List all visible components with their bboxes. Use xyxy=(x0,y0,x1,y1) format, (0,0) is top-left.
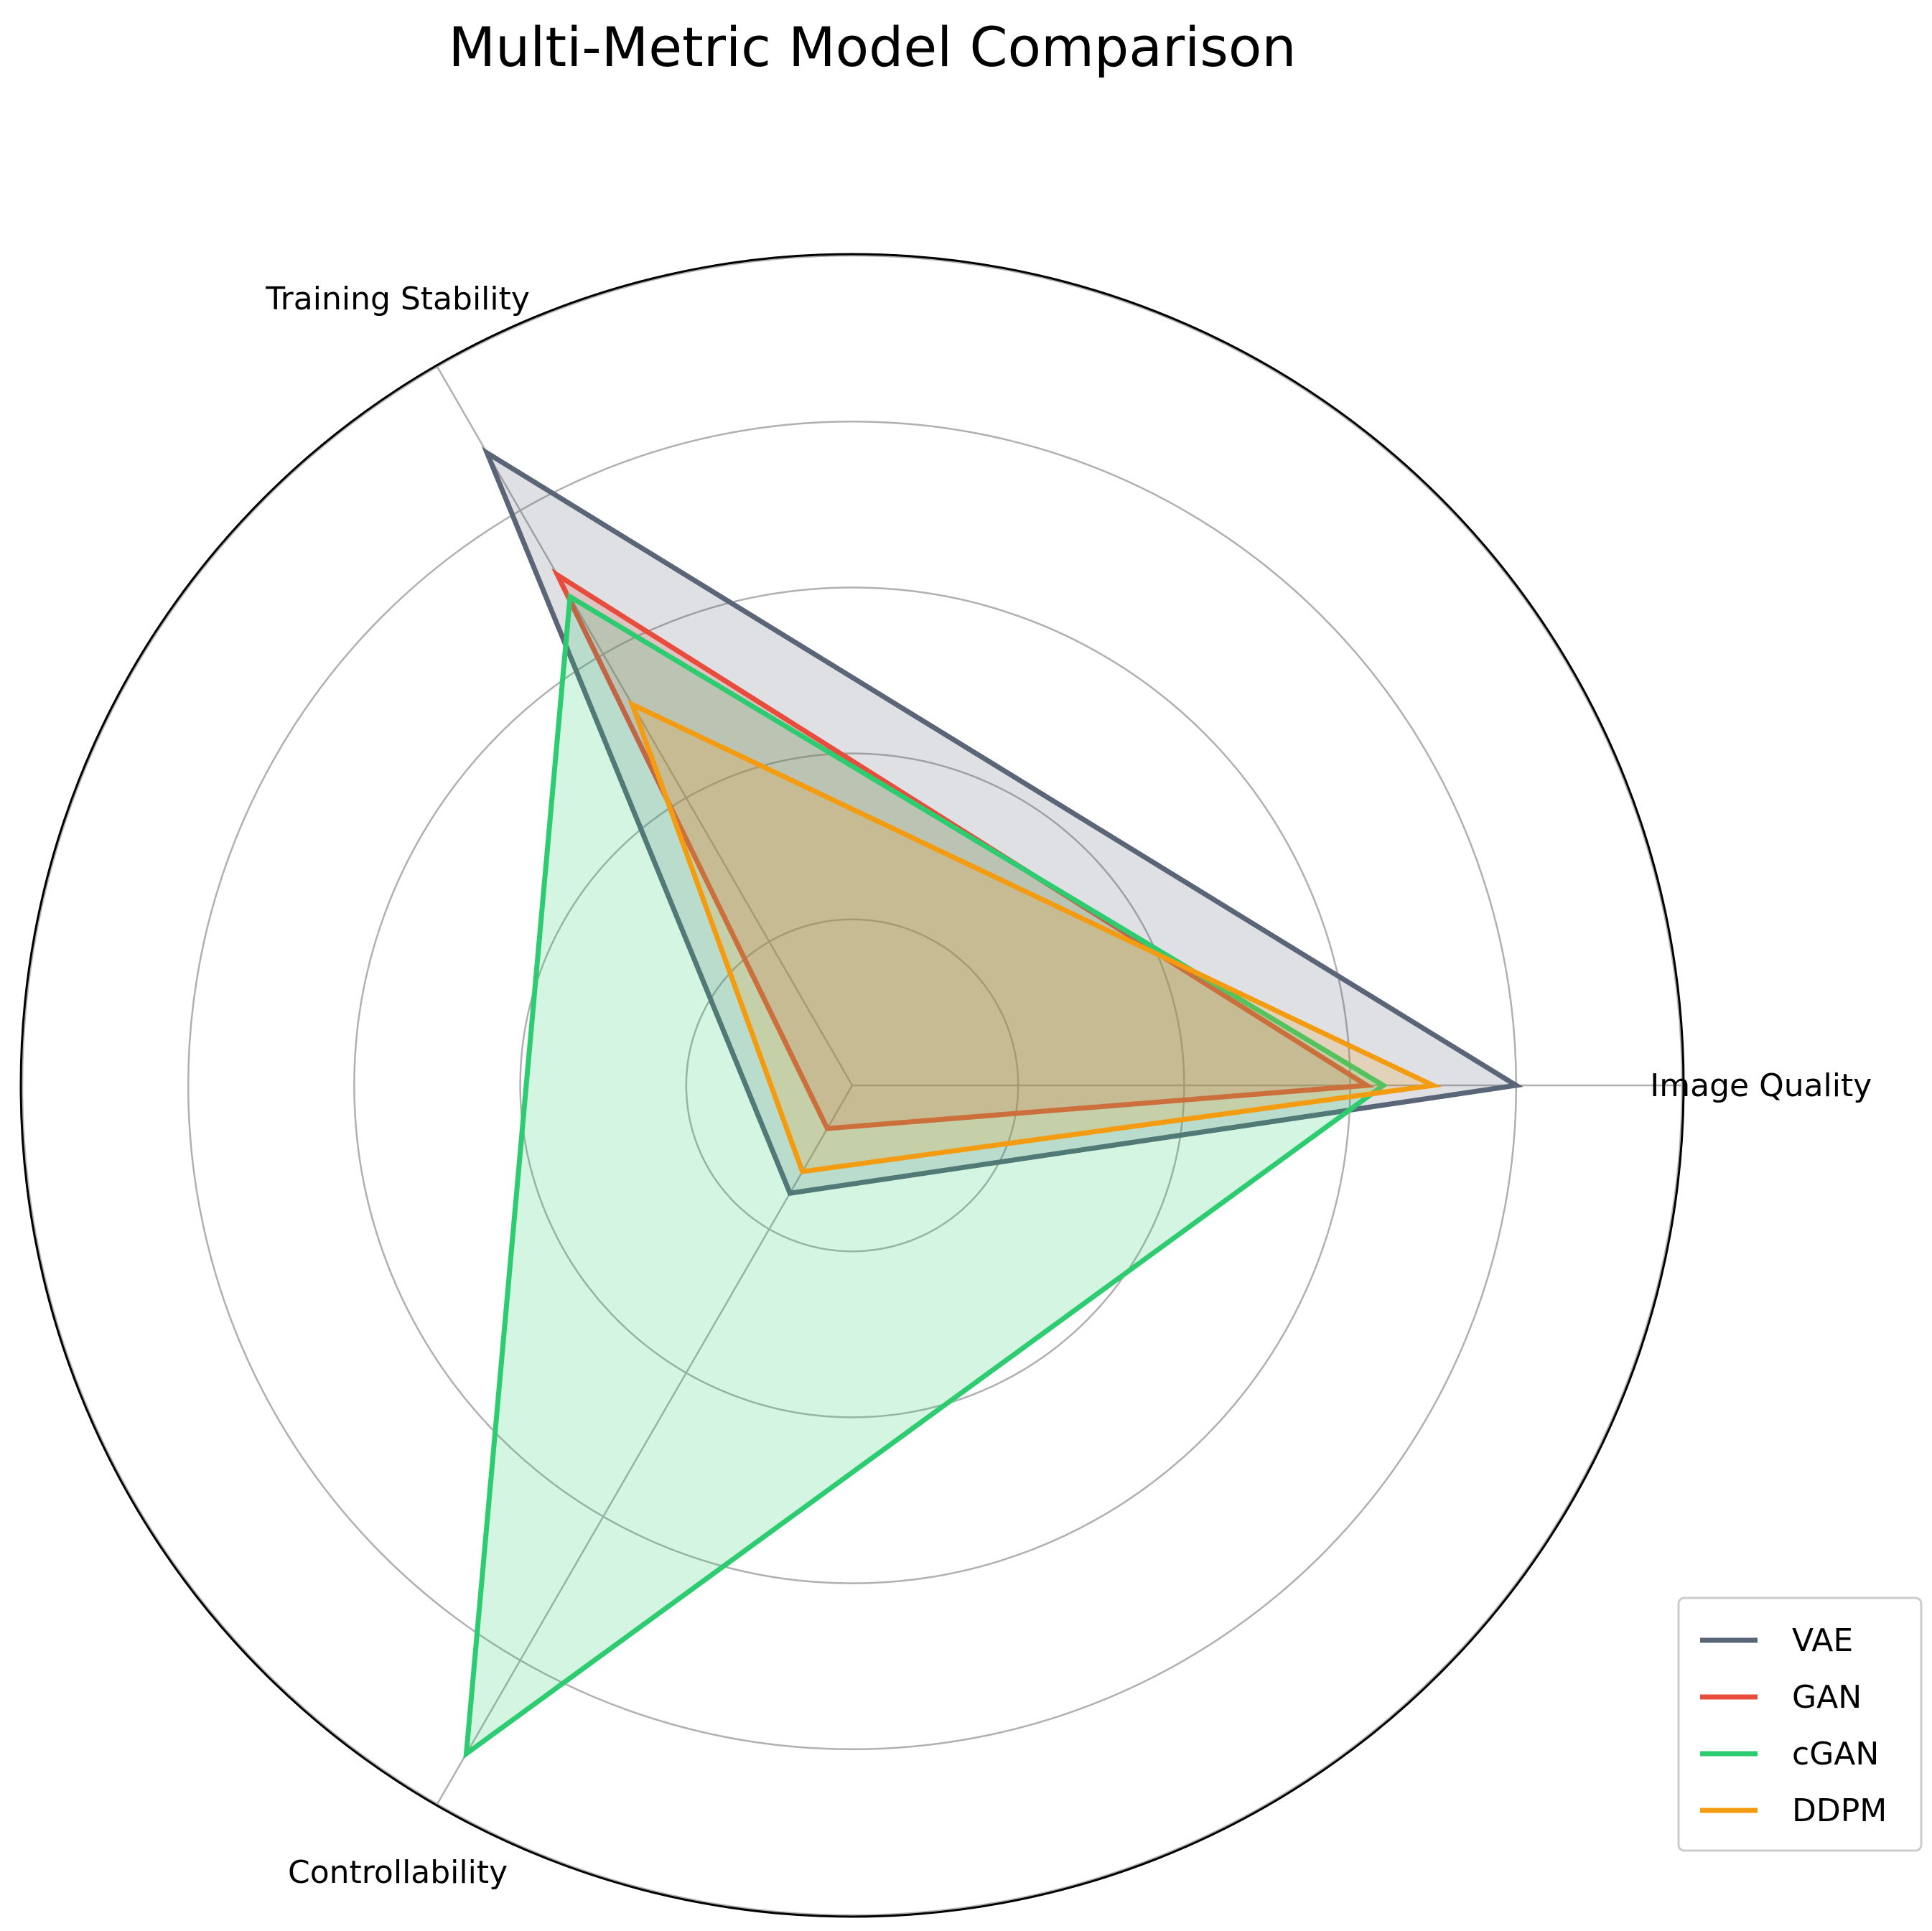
chart-title: Multi-Metric Model Comparison xyxy=(448,15,1296,79)
series-fill-DDPM xyxy=(632,704,1434,1172)
series-line-cGAN xyxy=(463,592,1389,1759)
axis-label-2: Controllability xyxy=(288,1854,508,1891)
axis-labels: Image Quality Training Stability Controlla… xyxy=(265,281,1872,1891)
spoke-1 xyxy=(436,366,854,1086)
axis-label-1: Training Stability xyxy=(265,281,530,317)
legend: VAE GAN cGAN DDPM xyxy=(1677,1596,1923,1852)
legend-label-DDPM: DDPM xyxy=(1792,1792,1887,1829)
legend-label-cGAN: cGAN xyxy=(1792,1736,1879,1772)
outer-frame xyxy=(19,253,1685,1918)
legend-label-GAN: GAN xyxy=(1792,1679,1862,1716)
series-line-DDPM xyxy=(627,699,1442,1174)
legend-label-VAE: VAE xyxy=(1792,1622,1853,1659)
radar-series xyxy=(463,446,1523,1759)
series-line-VAE xyxy=(482,446,1523,1197)
legend-box xyxy=(1677,1596,1923,1852)
series-fill-cGAN xyxy=(466,597,1383,1754)
axis-label-0: Image Quality xyxy=(1650,1067,1872,1104)
spoke-2 xyxy=(436,1085,854,1805)
